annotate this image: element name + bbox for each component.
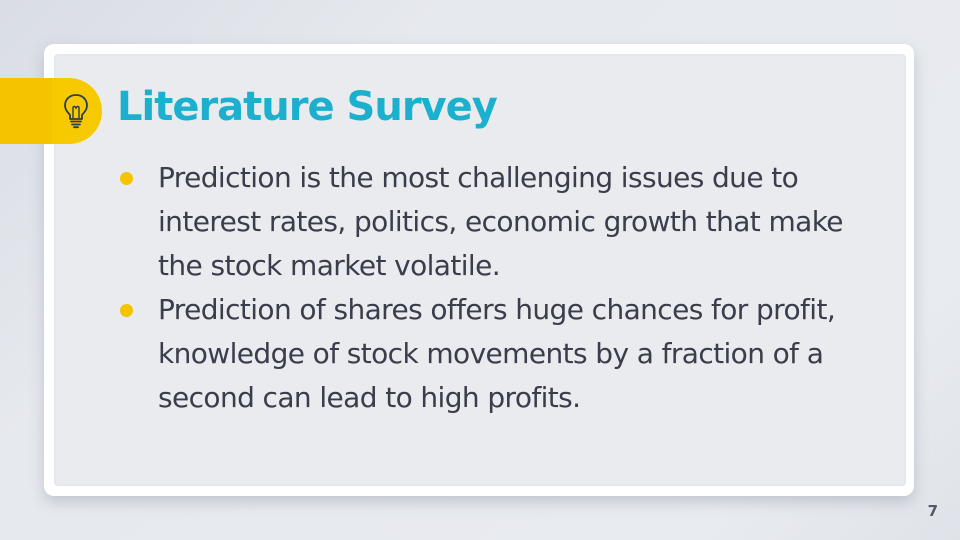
page-number: 7 [927,502,938,520]
bullet-item: Prediction of shares offers huge chances… [116,288,856,420]
bullet-item: Prediction is the most challenging issue… [116,156,856,288]
bullet-dot [120,172,133,185]
bullet-text: Prediction is the most challenging issue… [158,161,844,282]
content-card [54,54,906,486]
bullet-list: Prediction is the most challenging issue… [116,156,856,420]
bullet-text: Prediction of shares offers huge chances… [158,293,836,414]
slide-title: Literature Survey [117,84,498,130]
lightbulb-icon [64,94,88,129]
bullet-dot [120,304,133,317]
